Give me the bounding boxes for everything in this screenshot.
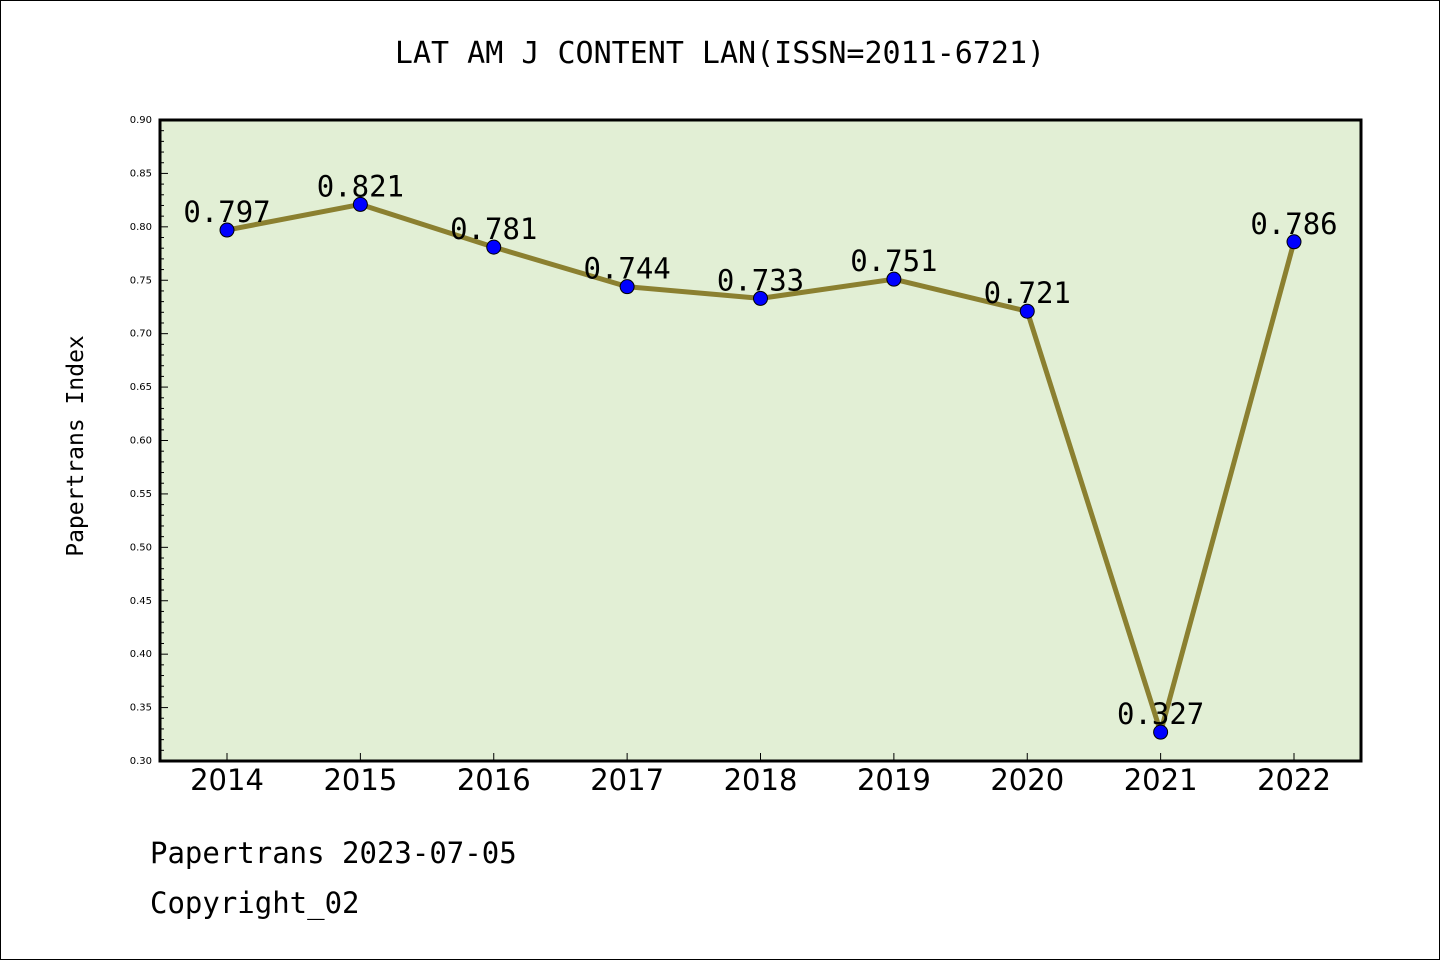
data-point — [886, 271, 902, 287]
y-tick-label: 0.50 — [130, 542, 152, 553]
data-label: 0.327 — [1117, 697, 1204, 731]
y-tick-label: 0.80 — [130, 222, 152, 233]
x-tick-label: 2016 — [457, 763, 531, 797]
y-tick-label: 0.60 — [130, 436, 152, 447]
y-tick-label: 0.85 — [130, 168, 152, 179]
data-label: 0.733 — [717, 263, 804, 297]
data-point — [486, 239, 502, 255]
y-tick-label: 0.55 — [130, 489, 152, 500]
data-label: 0.786 — [1250, 207, 1337, 241]
x-tick-label: 2020 — [990, 763, 1064, 797]
data-point — [753, 290, 768, 306]
x-tick-label: 2021 — [1124, 763, 1198, 797]
chart-title: LAT AM J CONTENT LAN(ISSN=2011-6721) — [394, 36, 1046, 71]
data-label: 0.721 — [984, 276, 1071, 310]
plot-area — [158, 118, 1363, 763]
data-label: 0.797 — [183, 195, 270, 229]
x-tick-label: 2015 — [323, 763, 397, 797]
x-axis: 2014 2015 2016 2017 2018 2019 2020 2021 2022 — [190, 753, 1331, 797]
data-label: 0.751 — [850, 244, 937, 278]
data-point — [619, 279, 635, 295]
y-tick-label: 0.65 — [130, 382, 152, 393]
data-label: 0.744 — [583, 252, 670, 286]
footer-copyright: Copyright_02 — [150, 886, 360, 920]
x-tick-label: 2018 — [724, 763, 798, 797]
y-tick-label: 0.70 — [130, 329, 152, 340]
data-point — [1019, 303, 1035, 319]
footer-date: Papertrans 2023-07-05 — [150, 836, 517, 870]
y-tick-label: 0.75 — [130, 275, 152, 286]
y-tick-label: 0.40 — [130, 649, 152, 660]
data-point — [1286, 234, 1302, 250]
y-tick-label: 0.45 — [130, 596, 152, 607]
y-tick-label: 0.35 — [130, 703, 152, 714]
x-tick-label: 2017 — [590, 763, 664, 797]
y-tick-label: 0.90 — [130, 115, 152, 126]
y-tick-label: 0.30 — [130, 756, 152, 767]
y-axis-label: Papertrans Index — [63, 335, 89, 557]
x-tick-label: 2019 — [857, 763, 931, 797]
data-markers — [219, 196, 1302, 740]
x-tick-label: 2022 — [1257, 763, 1331, 797]
data-point — [352, 196, 368, 212]
data-point — [219, 222, 235, 238]
x-tick-label: 2014 — [190, 763, 264, 797]
data-label: 0.821 — [317, 169, 404, 203]
data-point — [1153, 724, 1169, 740]
y-axis: 0.30 0.35 0.40 0.45 0.50 0.55 0.60 0.65 0.70 0.75… — [130, 115, 168, 767]
data-label: 0.781 — [450, 212, 537, 246]
data-labels: 0.797 0.821 0.781 0.744 0.733 0.751 0.721 0.327… — [183, 169, 1337, 731]
